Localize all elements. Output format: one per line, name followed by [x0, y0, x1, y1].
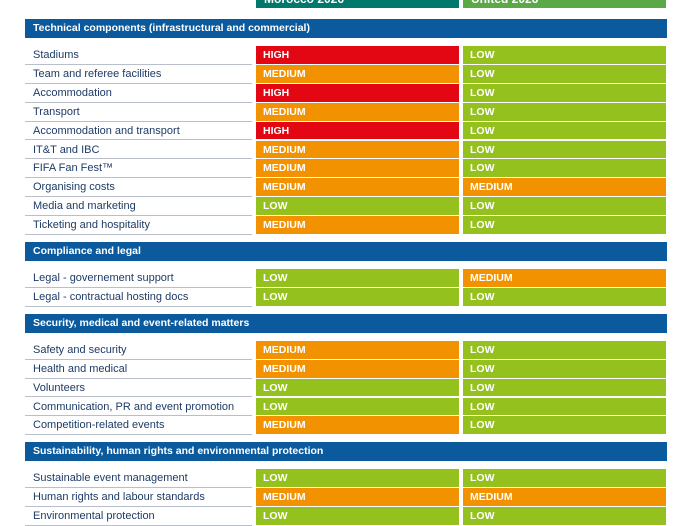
- row-label: Safety and security: [25, 341, 252, 360]
- risk-cell: LOW: [463, 287, 666, 306]
- risk-cell: LOW: [463, 507, 666, 525]
- row-label: Media and marketing: [25, 197, 252, 217]
- risk-cell: LOW: [463, 140, 666, 159]
- row-label: Competition-related events: [25, 416, 252, 436]
- risk-cell: LOW: [463, 416, 666, 435]
- risk-cell: MEDIUM: [256, 416, 459, 435]
- risk-cell: LOW: [463, 197, 666, 216]
- row-label: IT&T and IBC: [25, 141, 252, 160]
- risk-cell: HIGH: [256, 121, 459, 140]
- section-header: Security, medical and event-related matt…: [25, 313, 667, 333]
- risk-cell: MEDIUM: [256, 340, 459, 359]
- row-label: Team and referee facilities: [25, 65, 252, 84]
- row-label: Legal - governement support: [25, 269, 252, 288]
- row-label: Legal - contractual hosting docs: [25, 288, 252, 307]
- risk-cell: MEDIUM: [463, 488, 666, 507]
- risk-cell: MEDIUM: [256, 359, 459, 378]
- risk-cell: LOW: [463, 340, 666, 359]
- risk-cell: MEDIUM: [463, 269, 666, 287]
- risk-cell: LOW: [256, 287, 459, 306]
- risk-cell: LOW: [256, 469, 459, 488]
- risk-cell: LOW: [256, 269, 459, 287]
- section-header: Compliance and legal: [25, 242, 667, 261]
- row-label: Organising costs: [25, 178, 252, 198]
- risk-cell: LOW: [463, 216, 666, 234]
- column-header: Morocco 2026: [256, 0, 459, 8]
- risk-cell: LOW: [256, 197, 459, 216]
- risk-cell: HIGH: [256, 83, 459, 102]
- risk-cell: LOW: [256, 378, 459, 397]
- row-label: FIFA Fan Fest™: [25, 159, 252, 179]
- row-label: Volunteers: [25, 379, 252, 398]
- row-label: Accommodation: [25, 84, 252, 103]
- risk-cell: LOW: [463, 83, 666, 102]
- risk-cell: LOW: [463, 359, 666, 378]
- risk-cell: LOW: [463, 397, 666, 416]
- risk-cell: LOW: [463, 46, 666, 64]
- risk-cell: MEDIUM: [256, 159, 459, 178]
- row-label: Transport: [25, 103, 252, 122]
- risk-cell: LOW: [463, 378, 666, 397]
- row-label: Health and medical: [25, 360, 252, 379]
- risk-cell: LOW: [463, 469, 666, 488]
- row-label: Communication, PR and event promotion: [25, 398, 252, 417]
- risk-cell: LOW: [463, 102, 666, 121]
- column-header: United 2026: [463, 0, 666, 8]
- risk-cell: MEDIUM: [256, 140, 459, 159]
- risk-cell: MEDIUM: [256, 178, 459, 197]
- row-label: Stadiums: [25, 46, 252, 65]
- row-label: Sustainable event management: [25, 469, 252, 489]
- risk-cell: MEDIUM: [256, 102, 459, 121]
- risk-cell: LOW: [463, 121, 666, 140]
- risk-cell: MEDIUM: [256, 64, 459, 83]
- row-label: Environmental protection: [25, 507, 252, 526]
- risk-cell: MEDIUM: [463, 178, 666, 197]
- risk-cell: LOW: [256, 507, 459, 525]
- risk-cell: MEDIUM: [256, 488, 459, 507]
- section-header: Technical components (infrastructural an…: [25, 19, 667, 38]
- risk-cell: LOW: [256, 397, 459, 416]
- risk-cell: MEDIUM: [256, 216, 459, 234]
- risk-cell: HIGH: [256, 46, 459, 64]
- row-label: Ticketing and hospitality: [25, 216, 252, 235]
- row-label: Human rights and labour standards: [25, 488, 252, 508]
- risk-cell: LOW: [463, 159, 666, 178]
- row-label: Accommodation and transport: [25, 122, 252, 141]
- risk-cell: LOW: [463, 64, 666, 83]
- section-header: Sustainability, human rights and environ…: [25, 442, 667, 462]
